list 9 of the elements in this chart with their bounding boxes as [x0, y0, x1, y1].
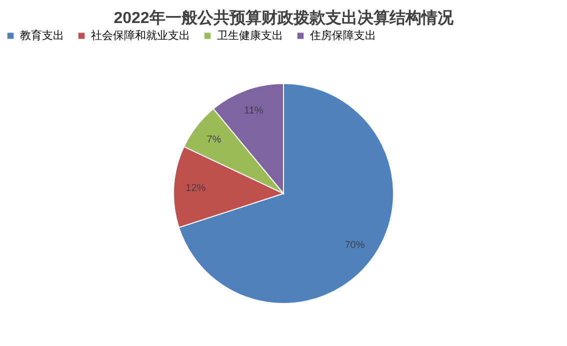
legend-label: 住房保障支出	[310, 28, 376, 42]
chart-title: 2022年一般公共预算财政拨款支出决算结构情况	[114, 9, 454, 27]
legend-label: 教育支出	[20, 28, 64, 42]
data-label: 12%	[186, 182, 206, 194]
legend-label: 社会保障和就业支出	[91, 28, 190, 42]
legend-label: 卫生健康支出	[217, 28, 283, 42]
data-label: 7%	[206, 134, 222, 146]
data-label: 11%	[244, 106, 264, 117]
data-label: 70%	[344, 240, 365, 252]
